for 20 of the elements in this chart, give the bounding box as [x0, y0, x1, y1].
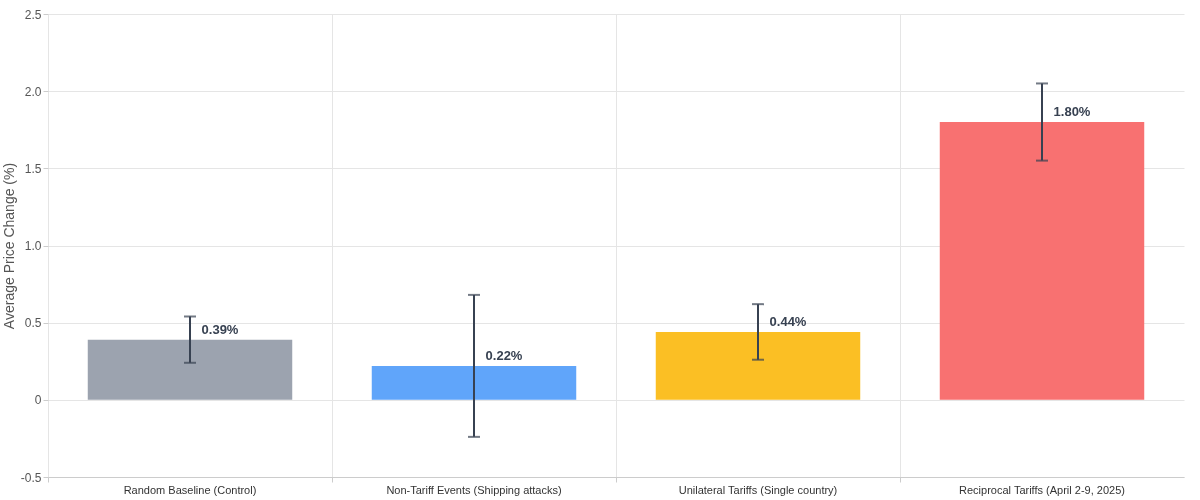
y-tick-label: 0.5	[24, 316, 42, 331]
data-label: 1.80%	[1053, 104, 1091, 120]
y-tick-label: 2.0	[24, 84, 42, 99]
x-tick-label: Unilateral Tariffs (Single country)	[678, 483, 838, 496]
x-tick-label: Reciprocal Tariffs (April 2-9, 2025)	[959, 483, 1125, 496]
y-tick-label: 1.5	[24, 161, 42, 176]
y-tick-label: 0	[34, 393, 42, 408]
x-tick-label: Random Baseline (Control)	[123, 483, 257, 496]
data-label: 0.22%	[485, 347, 523, 363]
bar	[939, 122, 1145, 400]
y-tick-label: 2.5	[24, 7, 42, 22]
x-tick-label: Non-Tariff Events (Shipping attacks)	[386, 483, 562, 496]
data-label: 0.44%	[769, 313, 807, 329]
bar	[655, 331, 861, 400]
y-tick-label: -0.5	[20, 470, 42, 485]
y-axis-title: Average Price Change (%)	[0, 162, 17, 330]
bar	[371, 365, 577, 400]
bar	[87, 339, 293, 400]
y-tick-label: 1.0	[24, 239, 42, 253]
data-label: 0.39%	[201, 321, 239, 337]
